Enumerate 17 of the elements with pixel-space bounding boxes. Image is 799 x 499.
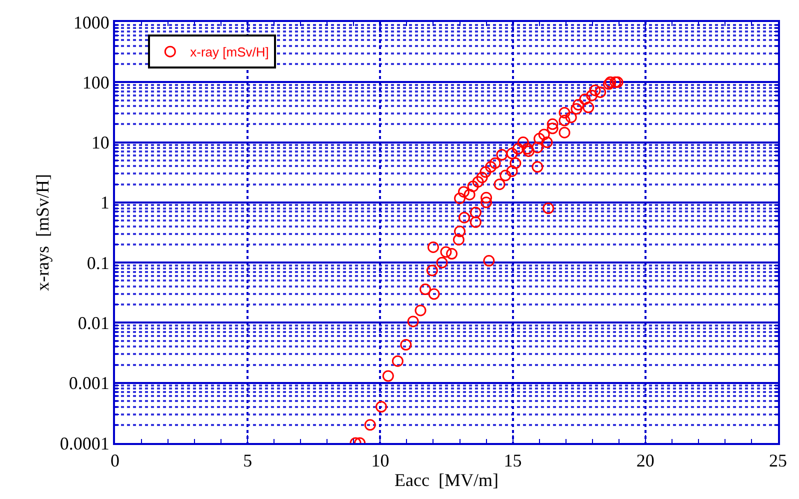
y-tick-label: 0.01 xyxy=(78,313,110,334)
x-tick-label: 15 xyxy=(504,450,522,471)
x-tick-label: 5 xyxy=(243,450,252,471)
y-tick-label: 100 xyxy=(82,72,110,92)
y-tick-label: 1 xyxy=(100,192,110,213)
y-tick-label: 0.001 xyxy=(68,373,110,394)
x-axis-title: Eacc [MV/m] xyxy=(394,470,498,490)
x-tick-label: 20 xyxy=(636,450,654,471)
y-tick-label: 1000 xyxy=(73,12,110,32)
y-axis-title: x-rays [mSv/H] xyxy=(32,174,53,291)
legend-label: x-ray [mSv/H] xyxy=(190,44,269,60)
y-tick-label: 0.1 xyxy=(86,252,110,273)
x-tick-label: 0 xyxy=(110,450,120,471)
x-tick-label: 25 xyxy=(769,450,787,471)
y-tick-label: 10 xyxy=(91,132,110,153)
x-tick-label: 10 xyxy=(371,450,390,471)
y-tick-label: 0.0001 xyxy=(60,433,110,454)
